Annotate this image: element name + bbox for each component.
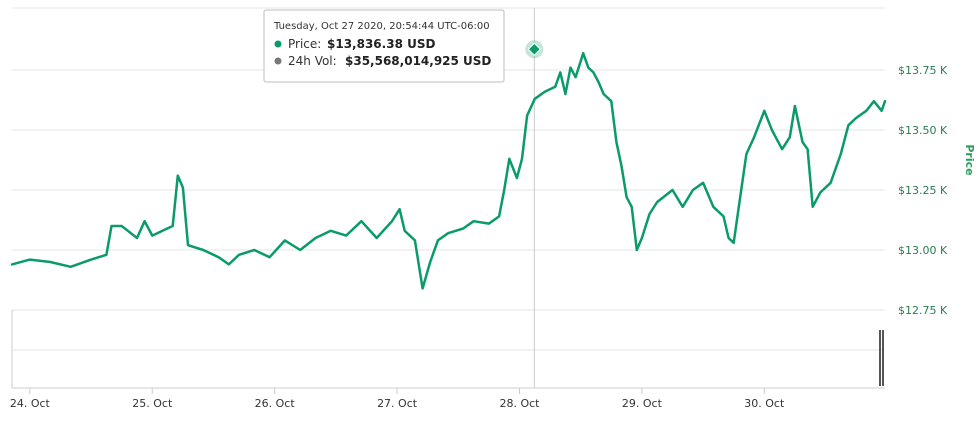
hover-marker[interactable] [525, 40, 544, 59]
y-tick-label: $13.75 K [898, 64, 948, 77]
grid-lines [12, 7, 885, 311]
x-tick-label: 30. Oct [744, 397, 785, 410]
tooltip-price-key: Price: [288, 37, 321, 51]
hover-point-marker[interactable] [527, 42, 542, 56]
x-tick-label: 28. Oct [499, 397, 540, 410]
tooltip-price-dot [274, 40, 282, 48]
tooltip-volume-key: 24h Vol: [288, 54, 337, 68]
price-series-line[interactable] [10, 51, 887, 290]
y-tick-label: $12.75 K [898, 304, 948, 317]
x-tick-label: 26. Oct [255, 397, 296, 410]
tooltip-volume-value: $35,568,014,925 USD [345, 54, 491, 68]
y-tick-label: $13.25 K [898, 184, 948, 197]
tooltip-box [263, 9, 505, 83]
price-series[interactable] [10, 51, 887, 290]
navigator-handle-right[interactable] [882, 330, 884, 386]
y-axis-title: Price [963, 144, 976, 175]
tooltip: Tuesday, Oct 27 2020, 20:54:44 UTC-06:00… [263, 9, 505, 83]
navigator-panel[interactable] [11, 310, 885, 389]
x-tick-label: 27. Oct [377, 397, 418, 410]
x-tick-label: 24. Oct [10, 397, 51, 410]
y-axis-labels: $13.75 K $13.50 K $13.25 K $13.00 K $12.75 K [898, 64, 948, 317]
tooltip-price-value: $13,836.38 USD [327, 37, 435, 51]
x-axis-labels: 24. Oct 25. Oct 26. Oct 27. Oct 28. Oct 29. O… [10, 388, 785, 410]
navigator-handle-left[interactable] [879, 330, 881, 386]
x-tick-label: 25. Oct [132, 397, 173, 410]
tooltip-timestamp: Tuesday, Oct 27 2020, 20:54:44 UTC-06:00 [273, 21, 490, 32]
tooltip-volume-dot [274, 57, 282, 65]
x-tick-label: 29. Oct [622, 397, 663, 410]
y-tick-label: $13.50 K [898, 124, 948, 137]
y-tick-label: $13.00 K [898, 244, 948, 257]
